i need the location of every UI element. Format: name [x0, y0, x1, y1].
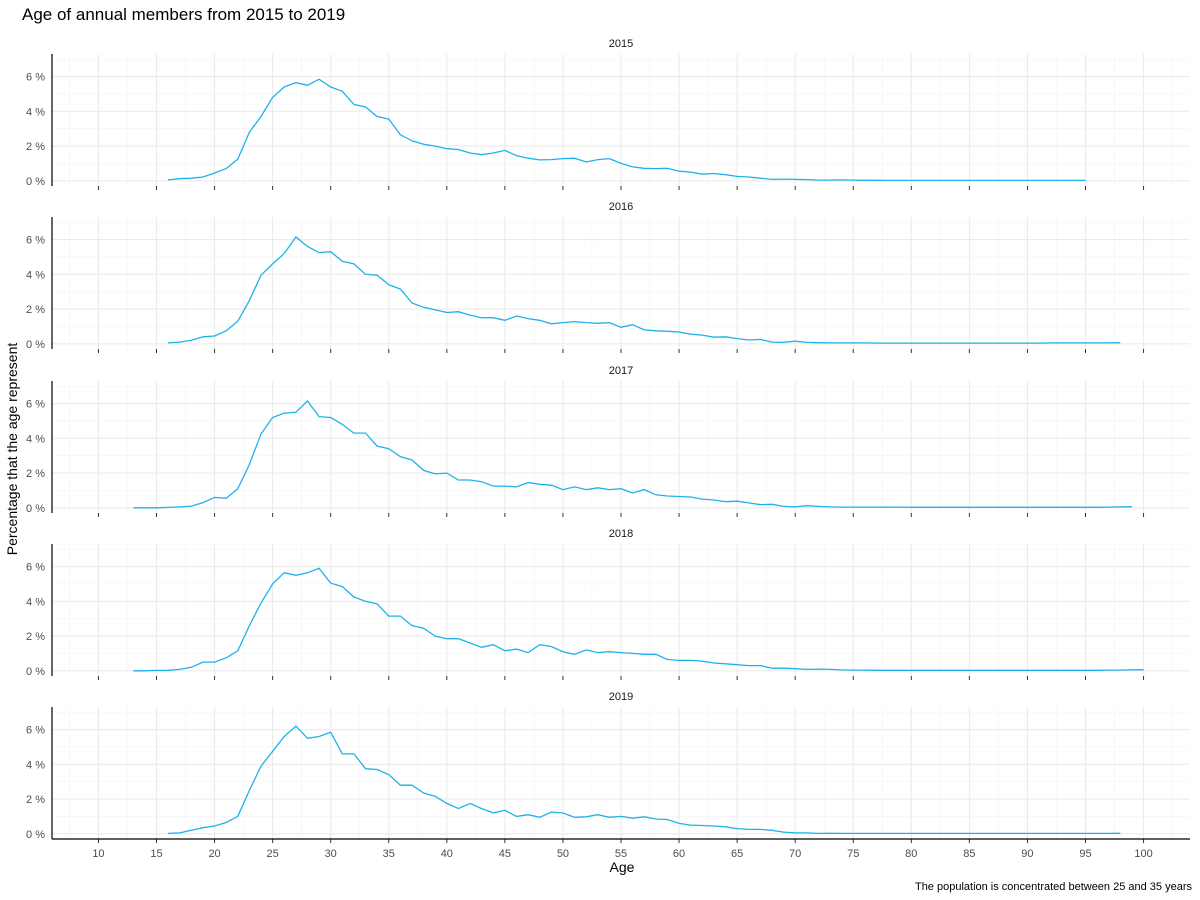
x-tick-label: 80: [905, 848, 917, 860]
y-tick-label: 2 %: [26, 141, 45, 153]
y-tick-label: 2 %: [26, 304, 45, 316]
y-tick-label: 4 %: [26, 596, 45, 608]
facet-panel-1: 2016 0 % 2 % 4 % 6 %: [26, 201, 1190, 353]
y-tick-label: 2 %: [26, 468, 45, 480]
x-tick-label: 65: [731, 848, 743, 860]
facet-label: 2016: [609, 201, 633, 213]
series-line-2015: [168, 78, 1086, 182]
x-tick-label: 50: [557, 848, 569, 860]
x-tick-label: 95: [1079, 848, 1091, 860]
y-tick-label: 0 %: [26, 503, 45, 515]
x-tick-label: 40: [441, 848, 453, 860]
x-tick-label: 60: [673, 848, 685, 860]
series-line-2016: [168, 236, 1121, 344]
y-tick-label: 6 %: [26, 725, 45, 737]
y-tick-label: 4 %: [26, 433, 45, 445]
y-tick-label: 4 %: [26, 269, 45, 281]
x-tick-label: 10: [92, 848, 104, 860]
y-tick-label: 6 %: [26, 399, 45, 411]
chart-title: Age of annual members from 2015 to 2019: [22, 5, 345, 24]
x-tick-label: 45: [499, 848, 511, 860]
y-tick-label: 0 %: [26, 829, 45, 841]
y-tick-label: 0 %: [26, 176, 45, 188]
chart-caption: The population is concentrated between 2…: [915, 881, 1193, 893]
x-tick-label: 20: [208, 848, 220, 860]
facet-panel-4: 2019 0 % 2 % 4 % 6 % 10 15 20 25 30 35 40 45 50 55 60 65…: [26, 691, 1190, 860]
x-tick-label: 35: [383, 848, 395, 860]
y-tick-label: 0 %: [26, 666, 45, 678]
y-tick-label: 4 %: [26, 759, 45, 771]
series-line-2017: [133, 400, 1132, 509]
facet-panel-3: 2018 0 % 2 % 4 % 6 %: [26, 528, 1190, 680]
facet-panel-2: 2017 0 % 2 % 4 % 6 %: [26, 365, 1190, 517]
facet-label: 2019: [609, 691, 633, 703]
x-tick-label: 85: [963, 848, 975, 860]
y-axis-title: Percentage that the age represent: [4, 343, 20, 556]
y-tick-label: 4 %: [26, 106, 45, 118]
x-tick-label: 75: [847, 848, 859, 860]
y-tick-label: 6 %: [26, 72, 45, 84]
x-tick-label: 25: [267, 848, 279, 860]
facet-label: 2015: [609, 38, 633, 50]
x-axis-title: Age: [610, 859, 635, 875]
y-tick-label: 2 %: [26, 794, 45, 806]
x-tick-label: 15: [150, 848, 162, 860]
series-line-2019: [168, 725, 1121, 835]
x-tick-label: 90: [1021, 848, 1033, 860]
y-tick-label: 2 %: [26, 631, 45, 643]
y-tick-label: 6 %: [26, 562, 45, 574]
facet-label: 2017: [609, 365, 633, 377]
x-tick-label: 55: [615, 848, 627, 860]
y-tick-label: 6 %: [26, 235, 45, 247]
x-tick-label: 30: [325, 848, 337, 860]
facet-panel-0: 2015 0 % 2 % 4 % 6 %: [26, 38, 1190, 190]
facet-label: 2018: [609, 528, 633, 540]
y-tick-label: 0 %: [26, 339, 45, 351]
series-line-2018: [133, 567, 1144, 672]
x-tick-label: 70: [789, 848, 801, 860]
x-tick-label: 100: [1134, 848, 1152, 860]
